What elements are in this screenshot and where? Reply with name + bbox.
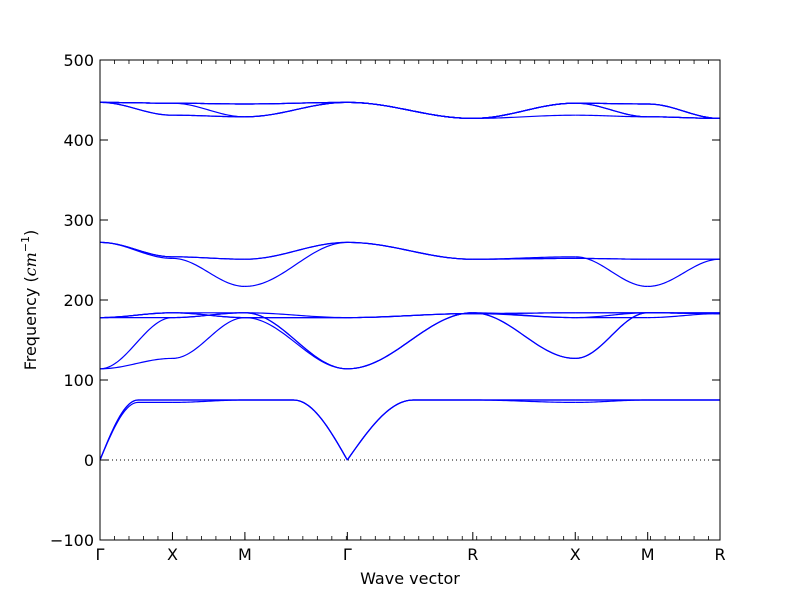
x-tick-label: X [167,545,178,564]
x-tick-label: R [714,545,725,564]
phonon-band-line [172,102,245,105]
y-tick-label: 100 [63,371,94,390]
y-tick-label: 0 [84,451,94,470]
y-axis-label-exponent: −1 [19,236,32,252]
phonon-band-line [647,258,721,287]
phonon-band-line [244,101,348,118]
phonon-band-line [647,103,721,119]
phonon-band-line [647,312,720,315]
y-tick-label: 500 [63,51,94,70]
x-tick-label: Γ [343,545,352,564]
phonon-band-line [100,101,173,104]
phonon-band-line [99,399,173,461]
phonon-band-line [172,114,245,118]
phonon-band-line [472,312,576,315]
phonon-band-line [244,101,348,105]
phonon-band-line [472,114,576,119]
phonon-band-line [347,241,473,260]
phonon-band-line [244,241,348,287]
phonon-band-line [99,357,173,370]
phonon-band-line [647,116,720,119]
phonon-band-line [172,257,245,287]
y-axis-label-close: ) [21,230,40,236]
phonon-band-line [575,312,648,359]
y-axis-label-text: Frequency ( [21,276,40,370]
x-axis-label: Wave vector [360,569,460,588]
phonon-band-line [172,312,245,319]
phonon-band-line [472,312,576,359]
phonon-band-line [172,317,245,359]
phonon-band-line [575,102,648,118]
phonon-band-line [99,312,173,319]
phonon-band-line [244,312,348,370]
phonon-band-line [172,256,245,260]
y-axis-label: Frequency (cm−1) [19,230,40,371]
x-tick-label: Γ [96,545,105,564]
y-tick-label: 400 [63,131,94,150]
plot-frame [99,59,721,541]
plot-area [99,101,721,461]
phonon-band-line [472,102,576,119]
phonon-band-line [244,241,348,260]
phonon-band-line [347,101,473,119]
x-tick-label: M [238,545,252,564]
y-axis-label-unit: cm [21,252,40,276]
phonon-band-line [244,399,348,461]
phonon-band-line [99,241,173,258]
phonon-band-line [347,313,473,319]
x-tick-label: R [467,545,478,564]
phonon-band-line [575,102,648,105]
x-tick-label: M [641,545,655,564]
phonon-band-line [346,399,473,461]
phonon-band-line [472,257,576,260]
x-tick-label: X [570,545,581,564]
phonon-band-line [347,312,473,370]
phonon-band-line [575,257,648,260]
y-tick-label: 300 [63,211,94,230]
phonon-band-line [575,114,648,118]
y-tick-label: 200 [63,291,94,310]
phonon-band-line [99,317,173,370]
y-tick-label: −100 [50,531,94,550]
phonon-band-line [172,102,245,118]
phonon-band-line [99,101,173,116]
